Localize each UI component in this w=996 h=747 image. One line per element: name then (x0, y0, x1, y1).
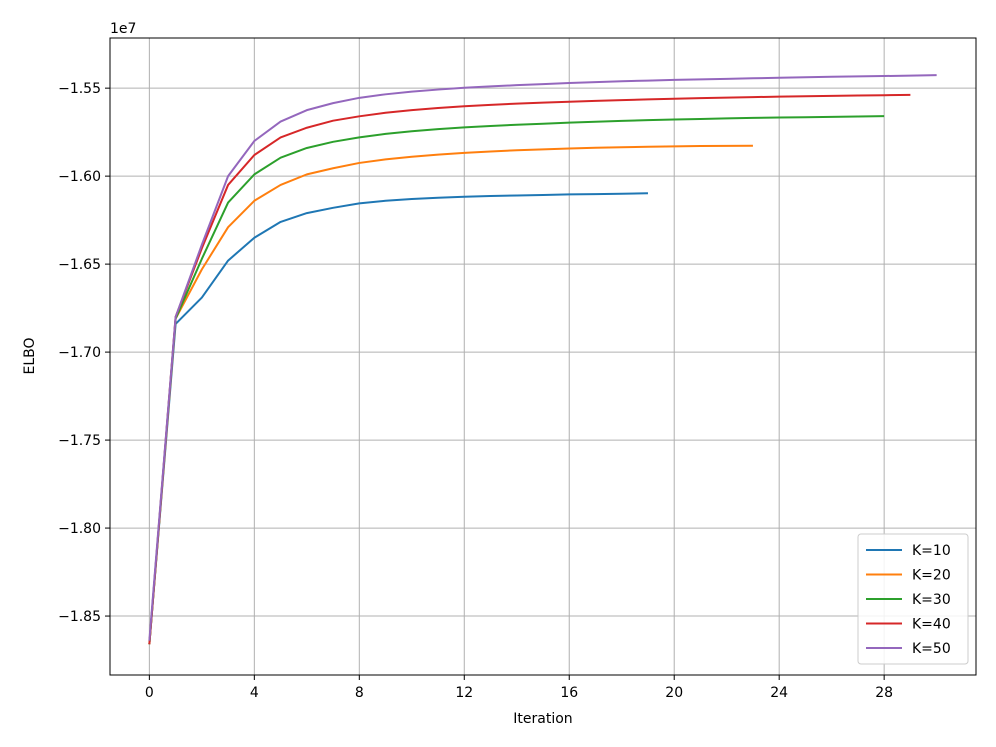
x-tick-label: 16 (560, 685, 578, 701)
legend-label: K=10 (912, 543, 951, 559)
y-tick-label: −1.65 (58, 257, 101, 273)
series-line-k-20 (148, 144, 753, 645)
y-tick-label: −1.80 (58, 521, 101, 537)
x-axis-label: Iteration (513, 711, 572, 727)
axis-ticks: 0 4 8 12 16 20 24 28 −1.85 −1.80 −1.75 −1.70 −1.65 −1… (58, 81, 893, 701)
x-tick-label: 20 (665, 685, 683, 701)
plot-frame (109, 37, 977, 676)
series-line-k-40 (148, 93, 911, 645)
y-tick-label: −1.85 (58, 609, 101, 625)
y-tick-label: −1.60 (58, 169, 101, 185)
y-tick-label: −1.55 (58, 81, 101, 97)
y-tick-label: −1.75 (58, 433, 101, 449)
x-tick-label: 12 (455, 685, 473, 701)
y-axis-label: ELBO (22, 337, 38, 374)
grid (110, 38, 976, 675)
x-tick-label: 4 (250, 685, 259, 701)
x-tick-label: 24 (770, 685, 788, 701)
series-line-k-50 (148, 74, 937, 641)
legend-box (857, 533, 969, 665)
legend-label: K=40 (912, 617, 951, 633)
x-tick-label: 0 (145, 685, 154, 701)
legend-label: K=30 (912, 592, 951, 608)
y-tick-label: −1.70 (58, 345, 101, 361)
legend-label: K=20 (912, 568, 951, 584)
y-offset-label: 1e7 (110, 21, 136, 37)
x-tick-label: 8 (355, 685, 364, 701)
series-lines (148, 74, 937, 645)
legend-label: K=50 (912, 641, 951, 657)
legend: K=10 K=20 K=30 K=40 K=50 (857, 533, 969, 665)
x-tick-label: 28 (875, 685, 893, 701)
series-line-k-30 (148, 115, 885, 645)
series-line-k-10 (148, 192, 648, 645)
